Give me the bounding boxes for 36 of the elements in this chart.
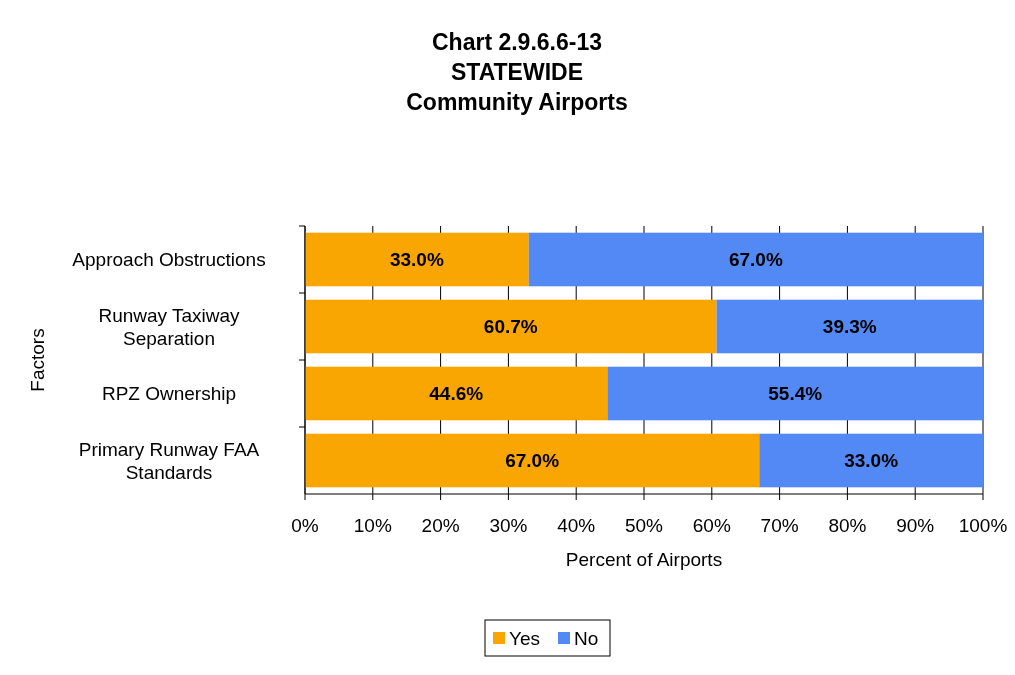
- y-tick-label: Primary Runway FAA Standards: [78, 438, 260, 483]
- y-axis-title: Factors: [27, 328, 48, 392]
- data-label: 67.0%: [728, 249, 783, 271]
- x-tick-label: 10%: [353, 515, 392, 536]
- legend-label: No: [574, 628, 599, 649]
- bar: [528, 232, 983, 287]
- bar: [759, 433, 983, 488]
- data-label: 67.0%: [505, 450, 560, 472]
- x-tick-label: 20%: [421, 515, 460, 536]
- bar: [716, 299, 983, 354]
- bar: [305, 299, 717, 354]
- x-tick-label: 40%: [557, 515, 596, 536]
- chart-title: Chart 2.9.6.6-13 STATEWIDE Community Airports: [406, 29, 628, 115]
- y-tick-label: Runway Taxiway Separation: [98, 304, 241, 349]
- x-tick-label: 90%: [896, 515, 935, 536]
- y-tick-label: RPZ Ownership: [101, 383, 237, 405]
- x-axis-title: Percent of Airports: [565, 549, 723, 570]
- x-tick-label: 30%: [489, 515, 528, 536]
- x-tick-label: 60%: [692, 515, 731, 536]
- data-label: 60.7%: [483, 316, 538, 338]
- x-tick-label: 80%: [828, 515, 867, 536]
- bar: [305, 366, 608, 421]
- x-tick-label: 100%: [958, 515, 1008, 536]
- legend-label: Yes: [509, 628, 540, 649]
- x-tick-label: 50%: [624, 515, 664, 536]
- x-tick-label: 70%: [760, 515, 799, 536]
- bar: [305, 232, 529, 287]
- data-label: 33.0%: [844, 450, 899, 472]
- y-tick-label: Approach Obstructions: [72, 249, 266, 271]
- data-label: 55.4%: [768, 383, 823, 405]
- data-label: 33.0%: [389, 249, 444, 271]
- x-tick-label: 0%: [291, 515, 319, 536]
- data-label: 44.6%: [429, 383, 484, 405]
- bar: [607, 366, 983, 421]
- bar: [305, 433, 760, 488]
- data-label: 39.3%: [822, 316, 877, 338]
